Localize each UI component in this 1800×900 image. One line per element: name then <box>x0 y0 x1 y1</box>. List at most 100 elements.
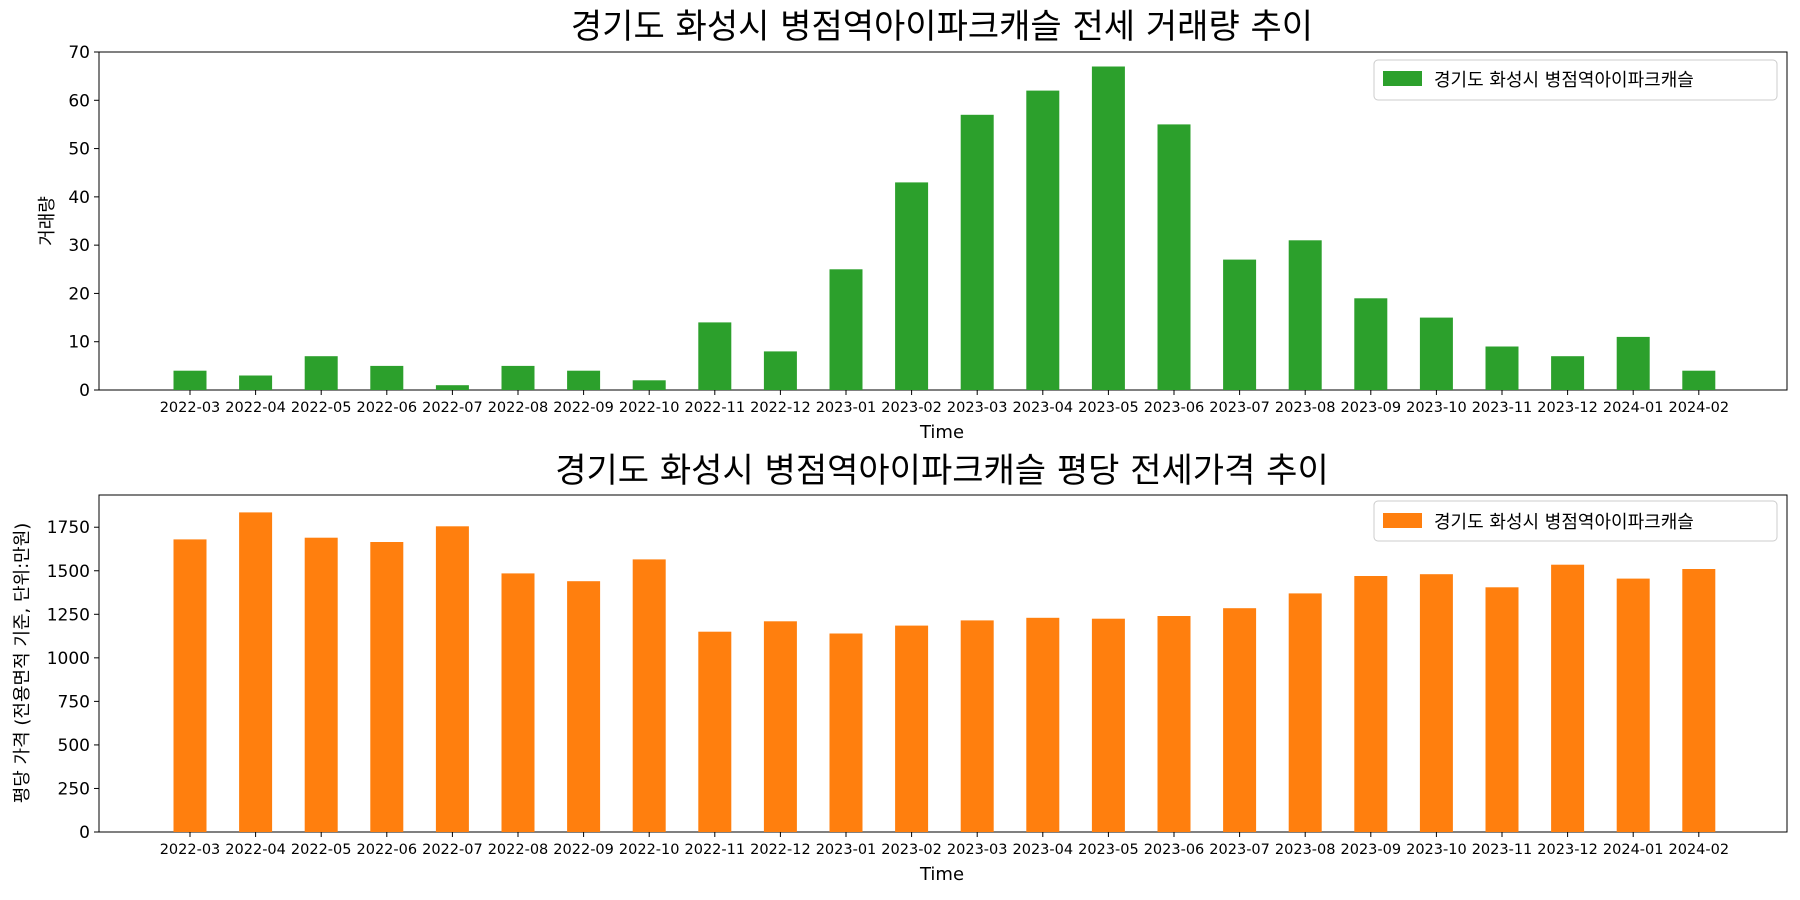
bar-2023-11 <box>1485 587 1519 832</box>
bar-2022-10 <box>632 559 666 832</box>
bar-2023-05 <box>1091 618 1125 832</box>
x-tick-label: 2024-02 <box>1669 400 1730 416</box>
chart-1-legend-frame <box>1373 59 1778 101</box>
bar-2023-01 <box>829 633 863 832</box>
y-tick-label: 50 <box>68 140 90 160</box>
x-tick-label: 2024-01 <box>1603 842 1664 858</box>
y-tick-label: 40 <box>68 188 90 208</box>
chart-1-y-axis-label: 거래량 <box>37 196 58 246</box>
bar-2022-11 <box>698 631 732 832</box>
bar-2022-11 <box>698 322 732 390</box>
bar-2022-04 <box>239 375 273 390</box>
x-tick-label: 2022-05 <box>291 842 352 858</box>
chart-2-legend: 경기도 화성시 병점역아이파크캐슬 <box>1373 500 1778 542</box>
x-tick-label: 2022-03 <box>160 400 221 416</box>
chart-1-title: 경기도 화성시 병점역아이파크캐슬 전세 거래량 추이 <box>571 7 1313 47</box>
chart-1-x-axis-label: Time <box>919 422 964 443</box>
bar-2022-07 <box>435 526 469 832</box>
bar-2023-03 <box>960 620 994 832</box>
bar-2023-10 <box>1419 574 1453 832</box>
y-tick-label: 0 <box>79 381 90 401</box>
y-tick-label: 1250 <box>47 605 90 625</box>
bar-2022-06 <box>370 542 404 832</box>
x-tick-label: 2023-07 <box>1209 842 1270 858</box>
y-tick-label: 70 <box>68 43 90 63</box>
x-tick-label: 2024-02 <box>1669 842 1730 858</box>
x-tick-label: 2022-03 <box>160 842 221 858</box>
bar-2023-03 <box>960 114 994 391</box>
chart-2-title: 경기도 화성시 병점역아이파크캐슬 평당 전세가격 추이 <box>555 451 1328 491</box>
x-tick-label: 2023-11 <box>1472 842 1533 858</box>
y-tick-label: 1000 <box>47 649 90 669</box>
bar-2023-08 <box>1288 240 1322 390</box>
x-tick-label: 2022-06 <box>357 400 418 416</box>
bar-2023-04 <box>1026 617 1060 832</box>
bar-2022-03 <box>173 370 207 390</box>
chart-1-bars <box>173 66 1716 391</box>
x-tick-label: 2023-08 <box>1275 400 1336 416</box>
x-tick-label: 2022-08 <box>488 842 549 858</box>
chart-2-plot-area <box>98 494 1788 833</box>
bar-2023-09 <box>1354 576 1388 832</box>
x-tick-label: 2023-12 <box>1537 400 1598 416</box>
chart-1-x-ticks: 2022-03 2022-04 2022-05 2022-06 2022-07 2022-… <box>160 390 1729 416</box>
x-tick-label: 2022-12 <box>750 400 811 416</box>
x-tick-label: 2022-10 <box>619 842 680 858</box>
bar-2023-06 <box>1157 124 1191 391</box>
y-tick-label: 500 <box>58 736 90 756</box>
bar-2022-07 <box>435 385 469 390</box>
bar-2023-02 <box>895 182 929 390</box>
bar-2022-10 <box>632 380 666 390</box>
x-tick-label: 2023-07 <box>1209 400 1270 416</box>
x-tick-label: 2023-02 <box>881 400 942 416</box>
x-tick-label: 2023-11 <box>1472 400 1533 416</box>
x-tick-label: 2023-10 <box>1406 400 1467 416</box>
bar-2022-03 <box>173 539 207 832</box>
chart-2-legend-frame <box>1373 500 1778 542</box>
x-tick-label: 2023-01 <box>816 400 877 416</box>
chart-price-per-pyeong: 경기도 화성시 병점역아이파크캐슬 평당 전세가격 추이 2022-03 2022… <box>12 451 1788 885</box>
bar-2022-06 <box>370 365 404 390</box>
chart-2-y-axis-label: 평당 가격 (전용면적 기준, 단위:만원) <box>12 523 33 804</box>
chart-2-legend-label: 경기도 화성시 병점역아이파크캐슬 <box>1434 512 1694 533</box>
bar-2023-09 <box>1354 298 1388 390</box>
x-tick-label: 2023-06 <box>1144 842 1205 858</box>
x-tick-label: 2023-03 <box>947 400 1008 416</box>
bar-2022-09 <box>567 581 601 832</box>
chart-transaction-volume: 경기도 화성시 병점역아이파크캐슬 전세 거래량 추이 2022-03 2022-… <box>37 7 1788 443</box>
chart-1-plot-area <box>98 51 1788 391</box>
bar-2023-07 <box>1223 608 1257 832</box>
x-tick-label: 2023-09 <box>1341 400 1402 416</box>
y-tick-label: 1750 <box>47 518 90 538</box>
bar-2023-02 <box>895 625 929 832</box>
bar-2023-11 <box>1485 346 1519 390</box>
bar-2023-05 <box>1091 66 1125 390</box>
y-tick-label: 250 <box>58 779 90 799</box>
bar-2023-12 <box>1551 564 1585 832</box>
chart-1-y-ticks: 0 10 20 30 40 50 60 70 <box>68 43 99 401</box>
x-tick-label: 2023-04 <box>1013 842 1074 858</box>
bar-2023-06 <box>1157 616 1191 832</box>
x-tick-label: 2022-09 <box>553 842 614 858</box>
y-tick-label: 750 <box>58 692 90 712</box>
x-tick-label: 2023-02 <box>881 842 942 858</box>
x-tick-label: 2022-12 <box>750 842 811 858</box>
y-tick-label: 20 <box>68 284 90 304</box>
y-tick-label: 10 <box>68 333 90 353</box>
bar-2023-01 <box>829 269 863 390</box>
bar-2022-05 <box>304 537 338 832</box>
chart-2-y-ticks: 0 250 500 750 1000 1250 1500 1750 <box>47 518 99 843</box>
x-tick-label: 2022-07 <box>422 400 483 416</box>
bar-2022-04 <box>239 512 273 832</box>
y-tick-label: 1500 <box>47 562 90 582</box>
x-tick-label: 2023-08 <box>1275 842 1336 858</box>
y-tick-label: 60 <box>68 91 90 111</box>
bar-2022-12 <box>763 351 797 390</box>
x-tick-label: 2022-04 <box>225 400 286 416</box>
bar-2022-09 <box>567 370 601 390</box>
bar-2022-08 <box>501 365 535 390</box>
x-tick-label: 2023-09 <box>1341 842 1402 858</box>
bar-2023-12 <box>1551 356 1585 390</box>
x-tick-label: 2022-11 <box>685 400 746 416</box>
